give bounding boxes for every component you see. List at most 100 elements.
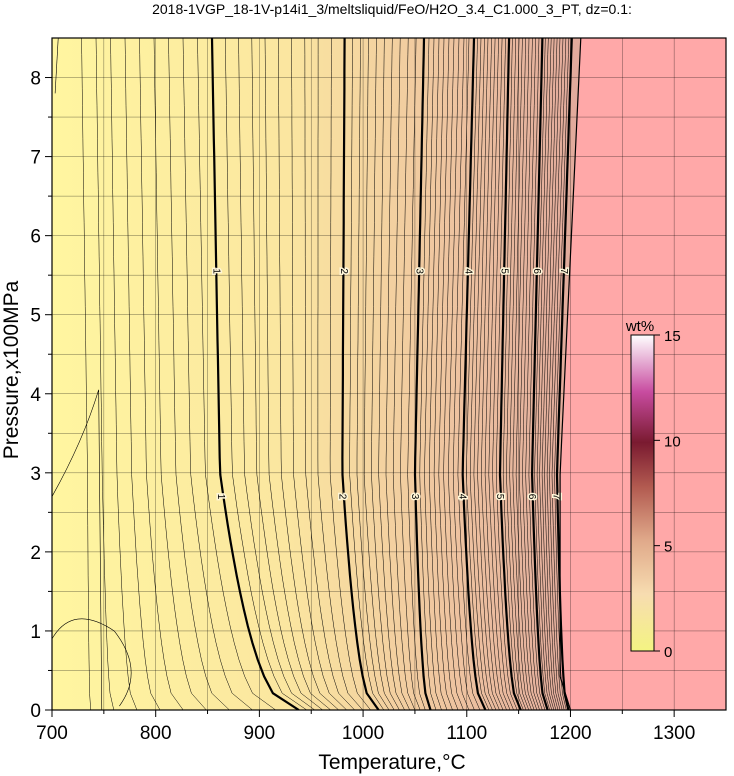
y-tick-label: 8 [30, 69, 41, 90]
minor-contour [329, 38, 371, 710]
x-tick-label: 1300 [653, 723, 695, 744]
minor-contour [419, 38, 437, 710]
minor-contour [492, 38, 514, 710]
colorbar: wt% 0 5 10 15 [625, 318, 681, 661]
minor-contour [549, 38, 564, 710]
contour-label: 3 [409, 494, 420, 500]
y-tick-label: 3 [30, 464, 41, 485]
x-tick-label: 1200 [549, 723, 591, 744]
minor-contour [433, 38, 453, 710]
minor-contour [448, 38, 470, 710]
contour-label: 7 [551, 494, 562, 500]
y-tick-label: 5 [30, 306, 41, 327]
x-tick-label: 1100 [446, 723, 487, 744]
minor-contour [110, 38, 138, 710]
contour-label: 6 [526, 494, 537, 500]
minor-contour [539, 38, 555, 710]
minor-contour [124, 38, 161, 710]
colorbar-tick-label: 15 [664, 328, 681, 345]
x-axis-label: Temperature,°C [318, 751, 465, 774]
colorbar-tick-label: 5 [664, 539, 672, 556]
minor-contour [363, 38, 395, 710]
contour-label: 4 [462, 268, 473, 274]
chart-title: 2018-1VGP_18-1V-p14i1_3/meltsliquid/FeO/… [152, 1, 632, 17]
minor-contour [502, 38, 524, 710]
contour-label: 3 [414, 268, 425, 274]
contour-line [530, 38, 549, 710]
y-tick-label: 2 [30, 543, 41, 564]
minor-contour [551, 38, 567, 710]
colorbar-gradient [630, 334, 655, 652]
minor-contour [506, 38, 527, 710]
colorbar-tick-label: 10 [664, 433, 681, 450]
contour-label: 4 [456, 494, 467, 500]
minor-contour [139, 38, 184, 710]
contour-line [498, 38, 522, 710]
minor-contour [484, 38, 507, 710]
minor-contour [525, 38, 543, 710]
minor-contour [477, 38, 500, 710]
minor-contour [264, 38, 331, 710]
minor-contour [466, 38, 490, 710]
minor-contour [349, 38, 385, 710]
minor-contour [536, 38, 553, 710]
minor-contour [378, 38, 405, 710]
contour-label: 7 [558, 268, 569, 274]
contour-line [413, 38, 432, 710]
minor-contour [429, 38, 448, 710]
contour-label: 1 [211, 268, 222, 274]
y-tick-label: 1 [30, 622, 41, 643]
y-tick-label: 7 [30, 148, 41, 169]
y-axis-ticks: 0 1 2 3 4 5 6 7 8 [30, 69, 52, 722]
y-tick-label: 4 [30, 385, 41, 406]
colorbar-tick-label: 0 [664, 644, 672, 661]
minor-contours [81, 38, 573, 710]
colorbar-label: wt% [625, 318, 654, 335]
closed-contour [52, 389, 103, 710]
minor-contour [534, 38, 550, 710]
colorbar-ticks: 0 5 10 15 [654, 328, 681, 661]
saturation-boundary [559, 38, 582, 710]
minor-contour [528, 38, 546, 710]
contour-line [461, 38, 487, 710]
x-tick-label: 700 [36, 723, 68, 744]
minor-contour [519, 38, 538, 710]
contour-label: 6 [531, 268, 542, 274]
plot-area: 1 1 2 2 3 3 4 4 5 5 6 6 7 7 [52, 38, 726, 710]
contour-line [210, 38, 300, 710]
minor-contour [541, 38, 557, 710]
contour-label: 1 [215, 494, 226, 500]
minor-contour [238, 38, 315, 710]
contour-label: 5 [499, 268, 510, 274]
y-axis-label: Pressure,x100MPa [0, 280, 23, 459]
minor-contour [197, 38, 276, 710]
minor-contour [515, 38, 535, 710]
minor-contour [400, 38, 421, 710]
minor-contour [452, 38, 475, 710]
minor-contour [496, 38, 518, 710]
minor-contour [371, 38, 400, 710]
x-axis-ticks: 700 800 900 1000 1100 1200 1300 [36, 710, 695, 744]
minor-contour [544, 38, 559, 710]
minor-contour [392, 38, 416, 710]
minor-contour [291, 38, 347, 710]
minor-contour [522, 38, 540, 710]
minor-contour [385, 38, 410, 710]
minor-contour [473, 38, 497, 710]
minor-contour [546, 38, 561, 710]
minor-contour [469, 38, 493, 710]
x-tick-label: 1000 [342, 723, 384, 744]
closed-contour [54, 38, 59, 94]
minor-contour [509, 38, 530, 710]
minor-contour [95, 38, 115, 710]
contour-label: 2 [338, 268, 349, 274]
minor-contour [512, 38, 532, 710]
minor-contour [168, 38, 230, 710]
plot-frame [51, 37, 727, 711]
minor-contour [443, 38, 464, 710]
minor-contour [407, 38, 426, 710]
contour-label: 5 [494, 494, 505, 500]
minor-contour [225, 38, 307, 710]
minor-contour [317, 38, 363, 710]
